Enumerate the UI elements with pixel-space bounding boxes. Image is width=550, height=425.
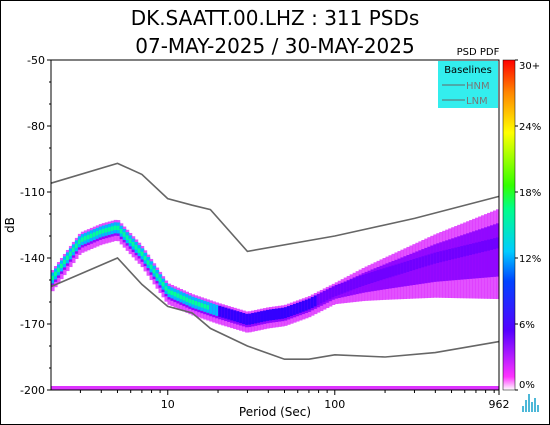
colorbar-tick-label: 24% xyxy=(519,122,541,133)
y-axis-label: dB xyxy=(3,217,17,233)
y-tick-label: -50 xyxy=(27,54,45,67)
x-tick-label: 10 xyxy=(161,398,175,411)
x-axis-label: Period (Sec) xyxy=(239,405,311,419)
legend-entry-hnm: HNM xyxy=(466,81,490,92)
colorbar-tick-label: 30+ xyxy=(519,61,540,72)
colorbar-tick-label: 12% xyxy=(519,254,541,265)
legend-entry-lnm: LNM xyxy=(466,96,488,107)
colorbar xyxy=(502,59,516,391)
plot-border xyxy=(50,59,500,391)
y-tick-label: -170 xyxy=(20,318,45,331)
chart-subtitle: 07-MAY-2025 / 30-MAY-2025 xyxy=(135,34,415,58)
chart-title: DK.SAATT.00.LHZ : 311 PSDs xyxy=(130,6,420,30)
logo-icon xyxy=(522,394,539,412)
pdf-cloud xyxy=(51,209,499,333)
y-tick-label: -110 xyxy=(20,186,45,199)
y-tick-label: -140 xyxy=(20,252,45,265)
colorbar-tick-label: 6% xyxy=(519,320,535,331)
colorbar-tick-label: 18% xyxy=(519,188,541,199)
x-tick-label: 100 xyxy=(324,398,345,411)
colorbar-tick-label: 0% xyxy=(519,380,535,391)
plot-area xyxy=(51,60,499,390)
y-tick-label: -80 xyxy=(27,120,45,133)
x-tick-label: 962 xyxy=(489,398,510,411)
zero-band xyxy=(51,386,499,390)
legend-title: Baselines xyxy=(444,65,492,76)
hnm-baseline xyxy=(50,162,500,253)
colorbar-title: PSD PDF xyxy=(457,47,500,58)
lnm-baseline xyxy=(50,257,500,361)
y-tick-label: -200 xyxy=(20,384,45,397)
